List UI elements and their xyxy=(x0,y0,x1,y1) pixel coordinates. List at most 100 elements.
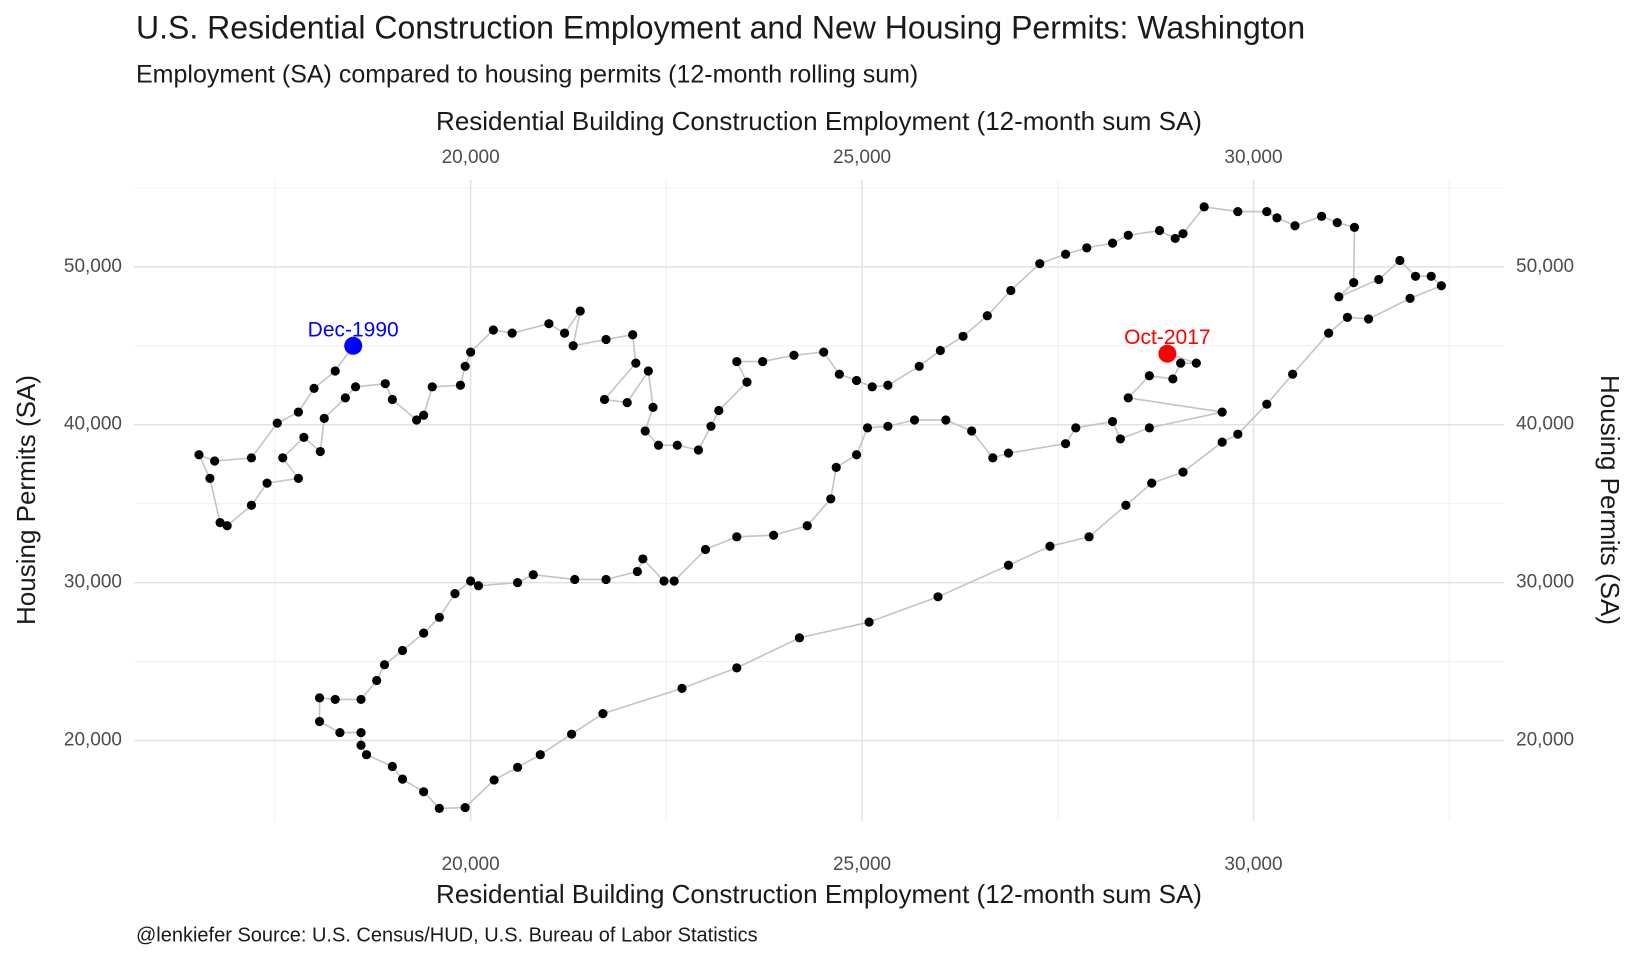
point xyxy=(1123,393,1133,403)
point xyxy=(1061,439,1071,449)
point xyxy=(319,413,329,424)
point xyxy=(1144,423,1154,433)
point xyxy=(1107,416,1118,427)
point xyxy=(1217,407,1227,417)
point xyxy=(958,331,968,341)
caption: @lenkiefer Source: U.S. Census/HUD, U.S.… xyxy=(136,924,758,946)
point xyxy=(599,394,610,405)
point xyxy=(450,589,460,599)
point xyxy=(387,394,397,405)
point xyxy=(489,775,499,785)
highlight-point xyxy=(344,336,363,355)
point xyxy=(194,450,204,460)
point xyxy=(1316,211,1327,221)
x-tick-label-top: 20,000 xyxy=(442,147,500,168)
point xyxy=(1426,271,1436,281)
point xyxy=(677,683,687,693)
point xyxy=(1349,278,1359,288)
point xyxy=(831,462,841,472)
point xyxy=(732,532,742,542)
point xyxy=(862,423,873,433)
point xyxy=(356,727,366,738)
highlight-label: Oct-2017 xyxy=(1124,326,1210,349)
point xyxy=(205,473,215,483)
point xyxy=(1107,238,1118,248)
point xyxy=(1363,314,1374,324)
chart-subtitle: Employment (SA) compared to housing perm… xyxy=(136,61,918,89)
point xyxy=(1121,500,1131,510)
point xyxy=(1342,312,1353,322)
point xyxy=(1003,448,1014,458)
point xyxy=(356,740,366,750)
point xyxy=(640,426,650,436)
point xyxy=(700,544,711,555)
point xyxy=(434,612,444,622)
point xyxy=(419,410,429,420)
y-tick-label: 30,000 xyxy=(64,572,122,593)
point xyxy=(460,802,470,813)
point xyxy=(513,577,523,588)
point xyxy=(567,729,577,739)
point xyxy=(246,500,257,510)
point xyxy=(1334,292,1344,302)
point xyxy=(669,576,679,586)
point xyxy=(768,530,779,540)
point xyxy=(272,418,282,428)
point xyxy=(1332,218,1342,228)
point xyxy=(460,361,470,371)
point xyxy=(819,347,829,357)
point xyxy=(1147,478,1157,488)
point xyxy=(299,432,309,442)
point xyxy=(1176,358,1186,368)
point xyxy=(622,398,632,408)
point xyxy=(419,787,429,797)
point xyxy=(826,494,836,504)
point xyxy=(1405,293,1415,304)
point xyxy=(732,356,742,367)
point xyxy=(1395,255,1405,266)
point xyxy=(293,473,303,483)
point xyxy=(643,366,653,376)
point xyxy=(714,405,724,416)
point xyxy=(1144,371,1154,381)
point xyxy=(356,694,366,705)
point xyxy=(379,660,390,670)
x-axis-title-top: Residential Building Construction Employ… xyxy=(436,106,1202,136)
y-tick-label-right: 40,000 xyxy=(1516,414,1574,435)
point xyxy=(1003,560,1014,570)
point xyxy=(598,709,608,719)
highlight-point xyxy=(1158,344,1177,363)
point xyxy=(1233,429,1243,439)
point xyxy=(1154,225,1165,236)
point xyxy=(314,716,325,727)
point xyxy=(397,774,408,784)
point xyxy=(883,380,893,390)
point xyxy=(575,306,585,316)
y-tick-label: 40,000 xyxy=(64,414,122,435)
point xyxy=(350,382,361,392)
point xyxy=(601,574,611,585)
point xyxy=(914,361,924,371)
point xyxy=(632,566,642,577)
highlight-label: Dec-1990 xyxy=(308,318,399,341)
point xyxy=(758,356,768,367)
point xyxy=(455,380,466,390)
point xyxy=(246,453,257,463)
point xyxy=(330,694,340,705)
point xyxy=(1233,206,1243,217)
point xyxy=(568,341,578,351)
x-tick-label: 25,000 xyxy=(833,854,891,875)
point xyxy=(315,446,325,457)
point xyxy=(1436,281,1446,291)
point xyxy=(397,645,408,656)
y-axis-title-right: Housing Permits (SA) xyxy=(1595,375,1625,625)
point xyxy=(528,570,538,580)
point xyxy=(387,761,397,772)
point xyxy=(732,663,742,673)
point xyxy=(262,478,272,488)
point xyxy=(1324,328,1334,338)
x-tick-label-top: 25,000 xyxy=(833,147,891,168)
point xyxy=(1410,271,1421,281)
point xyxy=(628,330,638,340)
